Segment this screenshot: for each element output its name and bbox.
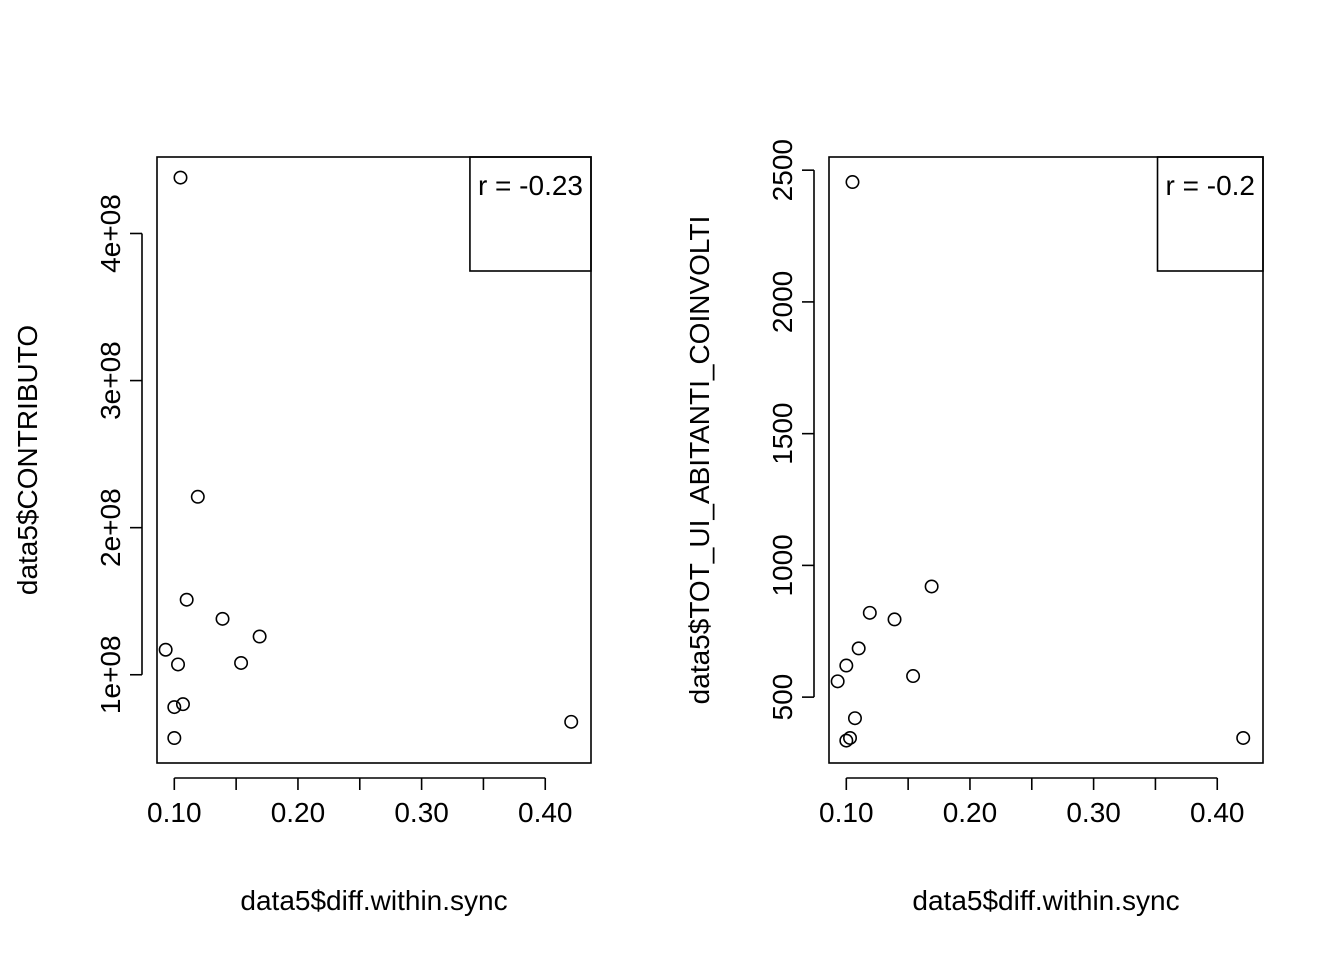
data-point	[843, 730, 858, 745]
data-point	[179, 592, 194, 607]
data-point	[862, 605, 877, 620]
y-axis-label: data5$CONTRIBUTO	[12, 325, 43, 595]
x-axis-label: data5$diff.within.sync	[912, 885, 1179, 916]
data-point	[171, 657, 186, 672]
data-point	[845, 175, 860, 190]
x-tick-label: 0.20	[271, 797, 326, 828]
y-tick-label: 2e+08	[95, 488, 126, 567]
data-point	[190, 489, 205, 504]
data-point	[175, 697, 190, 712]
data-point	[847, 711, 862, 726]
data-point	[234, 655, 249, 670]
x-tick-label: 0.30	[394, 797, 449, 828]
data-point	[839, 733, 854, 748]
y-axis: 1e+08 2e+08 3e+08 4e+08	[95, 194, 143, 714]
data-point	[887, 612, 902, 627]
data-point	[167, 700, 182, 715]
x-axis: 0.10 0.20 0.30 0.40	[819, 777, 1245, 828]
x-tick-label: 0.20	[943, 797, 998, 828]
data-point	[167, 730, 182, 745]
y-tick-label: 500	[767, 674, 798, 721]
x-tick-label: 0.40	[1190, 797, 1245, 828]
x-tick-label: 0.40	[518, 797, 573, 828]
x-axis-label: data5$diff.within.sync	[240, 885, 507, 916]
x-tick-label: 0.10	[819, 797, 874, 828]
legend-box	[469, 156, 592, 272]
plot-frame	[828, 156, 1264, 764]
data-point	[839, 658, 854, 673]
data-points	[830, 175, 1251, 748]
x-axis: 0.10 0.20 0.30 0.40	[147, 777, 573, 828]
y-tick-label: 1e+08	[95, 635, 126, 714]
legend: r = -0.23	[469, 156, 592, 272]
data-point	[173, 170, 188, 185]
x-tick-label: 0.30	[1066, 797, 1121, 828]
data-point	[906, 669, 921, 684]
data-point	[924, 579, 939, 594]
data-point	[1236, 730, 1251, 745]
data-point	[564, 714, 579, 729]
abitanti-scatter-panel: 0.10 0.20 0.30 0.40 500 1000 1500 2000 2500 r =…	[684, 139, 1264, 916]
legend: r = -0.2	[1156, 156, 1264, 272]
legend-text: r = -0.2	[1166, 170, 1255, 201]
y-axis: 500 1000 1500 2000 2500	[767, 139, 815, 721]
data-point	[830, 674, 845, 689]
y-axis-label: data5$TOT_UI_ABITANTI_COINVOLTI	[684, 216, 715, 705]
data-point	[252, 629, 267, 644]
data-point	[158, 642, 173, 657]
legend-text: r = -0.23	[478, 170, 583, 201]
y-tick-label: 2500	[767, 139, 798, 201]
legend-box	[1156, 156, 1264, 272]
data-point	[851, 641, 866, 656]
y-tick-label: 1000	[767, 534, 798, 596]
data-point	[215, 611, 230, 626]
contributo-scatter-panel: 0.10 0.20 0.30 0.40 1e+08 2e+08 3e+08 4e+08 r …	[12, 156, 592, 916]
data-points	[158, 170, 579, 745]
x-tick-label: 0.10	[147, 797, 202, 828]
plot-frame	[156, 156, 592, 764]
y-tick-label: 4e+08	[95, 194, 126, 273]
y-tick-label: 3e+08	[95, 341, 126, 420]
y-tick-label: 2000	[767, 271, 798, 333]
y-tick-label: 1500	[767, 403, 798, 465]
